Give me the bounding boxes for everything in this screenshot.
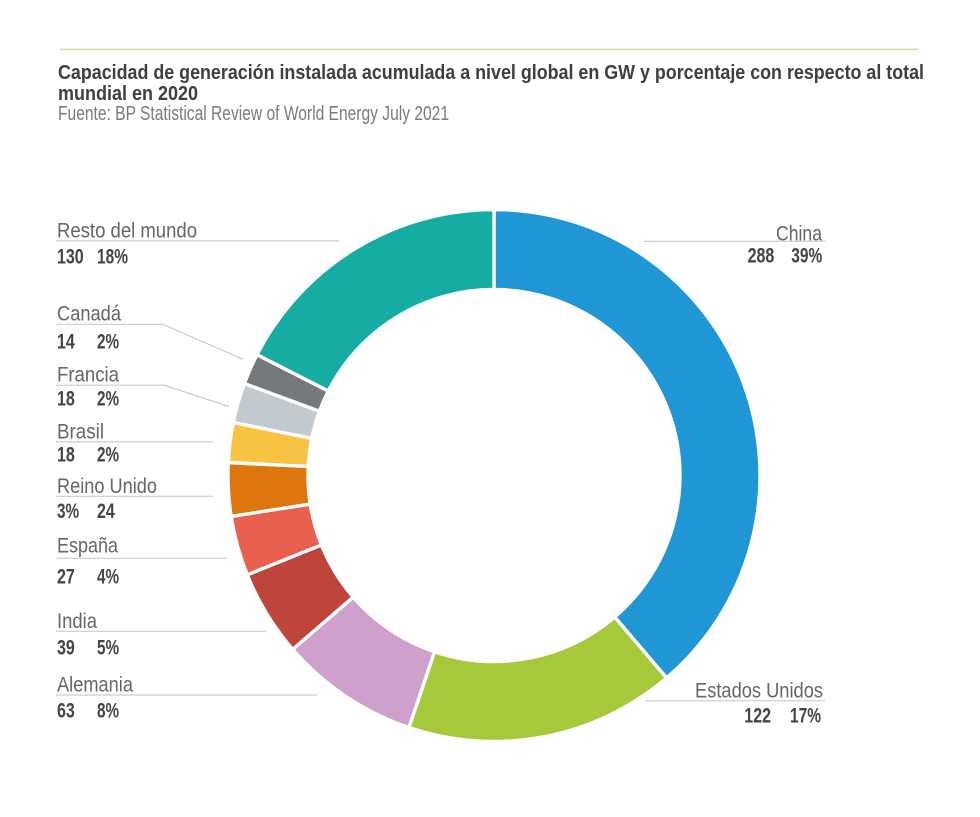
svg-text:Fuente: BP Statistical Review: Fuente: BP Statistical Review of World E… — [58, 103, 449, 125]
svg-text:63: 63 — [57, 700, 75, 723]
svg-text:Francia: Francia — [57, 363, 119, 386]
svg-text:4%: 4% — [97, 565, 119, 588]
svg-text:5%: 5% — [97, 636, 119, 659]
svg-text:2%: 2% — [97, 331, 119, 354]
svg-text:39%: 39% — [791, 245, 822, 268]
svg-text:39: 39 — [57, 636, 75, 659]
svg-text:18: 18 — [57, 388, 75, 411]
svg-text:Estados Unidos: Estados Unidos — [695, 680, 823, 703]
svg-text:27: 27 — [57, 565, 75, 588]
svg-text:18%: 18% — [97, 246, 128, 269]
svg-text:130: 130 — [57, 246, 84, 269]
svg-text:España: España — [57, 535, 118, 558]
svg-text:mundial en 2020: mundial en 2020 — [58, 83, 198, 105]
svg-text:Capacidad de generación instal: Capacidad de generación instalada acumul… — [58, 62, 924, 84]
svg-text:14: 14 — [57, 331, 75, 354]
svg-text:Brasil: Brasil — [57, 420, 104, 443]
svg-text:8%: 8% — [97, 700, 119, 723]
svg-text:2%: 2% — [97, 444, 119, 467]
svg-text:Canadá: Canadá — [57, 303, 121, 326]
svg-text:Alemania: Alemania — [57, 673, 133, 696]
svg-text:China: China — [776, 222, 822, 245]
svg-text:India: India — [57, 610, 97, 633]
svg-text:17%: 17% — [790, 705, 821, 728]
svg-text:2%: 2% — [97, 388, 119, 411]
svg-text:3%: 3% — [57, 500, 79, 523]
svg-text:122: 122 — [744, 705, 771, 728]
svg-text:Resto del mundo: Resto del mundo — [57, 220, 197, 243]
svg-text:Reino Unido: Reino Unido — [57, 475, 157, 498]
svg-text:24: 24 — [97, 500, 115, 523]
svg-text:18: 18 — [57, 444, 75, 467]
svg-text:288: 288 — [748, 245, 775, 268]
